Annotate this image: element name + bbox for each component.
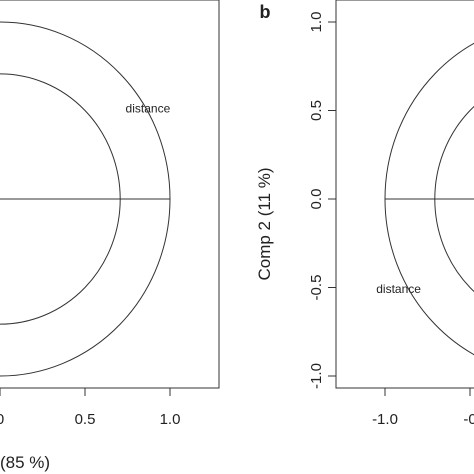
x-tick-label: 0 (0, 411, 4, 428)
x-tick-label: 1.0 (160, 411, 181, 428)
annotation-label: distance (376, 282, 421, 296)
y-tick-label: -0.5 (308, 275, 325, 301)
panel-b: -1.0 -0 1.0 0.5 0.0 -0.5 -1.0 distance Comp 2 (1… (255, 0, 474, 428)
annotation-label: distance (126, 101, 171, 115)
y-tick-label: 1.0 (308, 12, 325, 33)
x-tick-label: -0 (463, 411, 474, 428)
y-tick-label: 0.5 (308, 100, 325, 121)
panel-a: 0 0.5 1.0 distance (85 %) (0, 0, 220, 472)
y-tick-label: 0.0 (308, 189, 325, 210)
plot-frame (335, 0, 474, 389)
y-tick-label: -1.0 (308, 363, 325, 389)
x-tick-label: -1.0 (372, 411, 398, 428)
panel-label: b (260, 2, 271, 22)
plot-frame (0, 0, 220, 389)
x-tick-label: 0.5 (75, 411, 96, 428)
y-axis-label: Comp 2 (11 %) (255, 167, 274, 280)
x-axis-label: (85 %) (0, 453, 50, 472)
